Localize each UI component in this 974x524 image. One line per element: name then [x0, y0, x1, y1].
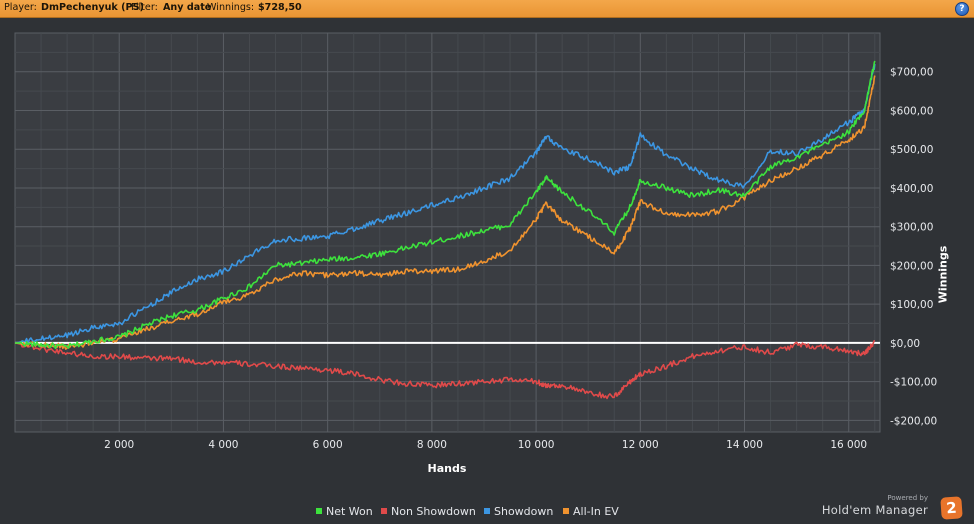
- legend-swatch: [484, 508, 490, 514]
- x-tick-label: 6 000: [313, 439, 343, 451]
- series-line-net-won: [14, 60, 876, 350]
- y-tick-label: $500,00: [890, 144, 933, 156]
- plot-area: [14, 32, 881, 433]
- series-line-showdown: [14, 63, 876, 344]
- legend-item-net-won[interactable]: Net Won: [316, 505, 373, 518]
- legend-swatch: [381, 508, 387, 514]
- powered-by-text: Powered by: [887, 494, 928, 502]
- y-tick-label: $700,00: [890, 67, 933, 79]
- y-axis: $700,00 $600,00 $500,00 $400,00 $300,00 $200,…: [890, 67, 937, 428]
- x-tick-label: 16 000: [830, 439, 867, 451]
- y-tick-label: -$200,00: [890, 415, 937, 427]
- y-axis-title: Winnings: [936, 245, 950, 304]
- y-tick-label: $300,00: [890, 222, 933, 234]
- legend-swatch: [316, 508, 322, 514]
- winnings-value: $728,50: [258, 2, 302, 13]
- legend-label: Non Showdown: [391, 505, 476, 518]
- y-tick-label: $100,00: [890, 299, 933, 311]
- filter-value: Any date: [163, 2, 212, 13]
- legend: Net Won Non Showdown Showdown All-In EV: [0, 505, 974, 519]
- player-label: Player:: [4, 2, 37, 13]
- legend-item-all-in-ev[interactable]: All-In EV: [563, 505, 619, 518]
- x-axis-title: Hands: [427, 462, 467, 475]
- y-tick-label: $600,00: [890, 105, 933, 117]
- legend-swatch: [563, 508, 569, 514]
- legend-label: All-In EV: [573, 505, 619, 518]
- player-value: DmPechenyuk (PS): [41, 2, 144, 13]
- winnings-label: Winnings:: [207, 2, 255, 13]
- y-tick-label: $200,00: [890, 260, 933, 272]
- branding: Powered by Hold'em Manager 2: [822, 494, 966, 520]
- series-line-non-showdown: [14, 339, 876, 400]
- x-tick-label: 2 000: [104, 439, 134, 451]
- x-tick-label: 14 000: [726, 439, 763, 451]
- series-lines: [14, 60, 876, 400]
- plot-background: [14, 32, 881, 433]
- x-tick-label: 10 000: [518, 439, 555, 451]
- header-bar: Player: DmPechenyuk (PS) Filter: Any dat…: [0, 0, 974, 18]
- legend-item-showdown[interactable]: Showdown: [484, 505, 553, 518]
- brand-name: Hold'em Manager: [821, 503, 928, 517]
- hm2-logo-icon: 2: [940, 496, 963, 520]
- y-tick-label: -$100,00: [890, 377, 937, 389]
- legend-item-non-showdown[interactable]: Non Showdown: [381, 505, 476, 518]
- legend-label: Net Won: [326, 505, 373, 518]
- winnings-chart: $700,00 $600,00 $500,00 $400,00 $300,00 $200,…: [14, 32, 937, 451]
- x-tick-label: 12 000: [622, 439, 659, 451]
- y-tick-label: $0,00: [890, 338, 920, 350]
- x-axis: 2 000 4 000 6 000 8 000 10 000 12 000 14 000 16…: [104, 439, 867, 451]
- y-tick-label: $400,00: [890, 183, 933, 195]
- help-icon[interactable]: ?: [955, 2, 969, 16]
- x-tick-label: 8 000: [417, 439, 447, 451]
- legend-label: Showdown: [494, 505, 554, 518]
- filter-label: Filter:: [131, 2, 158, 13]
- x-tick-label: 4 000: [208, 439, 238, 451]
- series-line-all-in-ev: [14, 75, 876, 350]
